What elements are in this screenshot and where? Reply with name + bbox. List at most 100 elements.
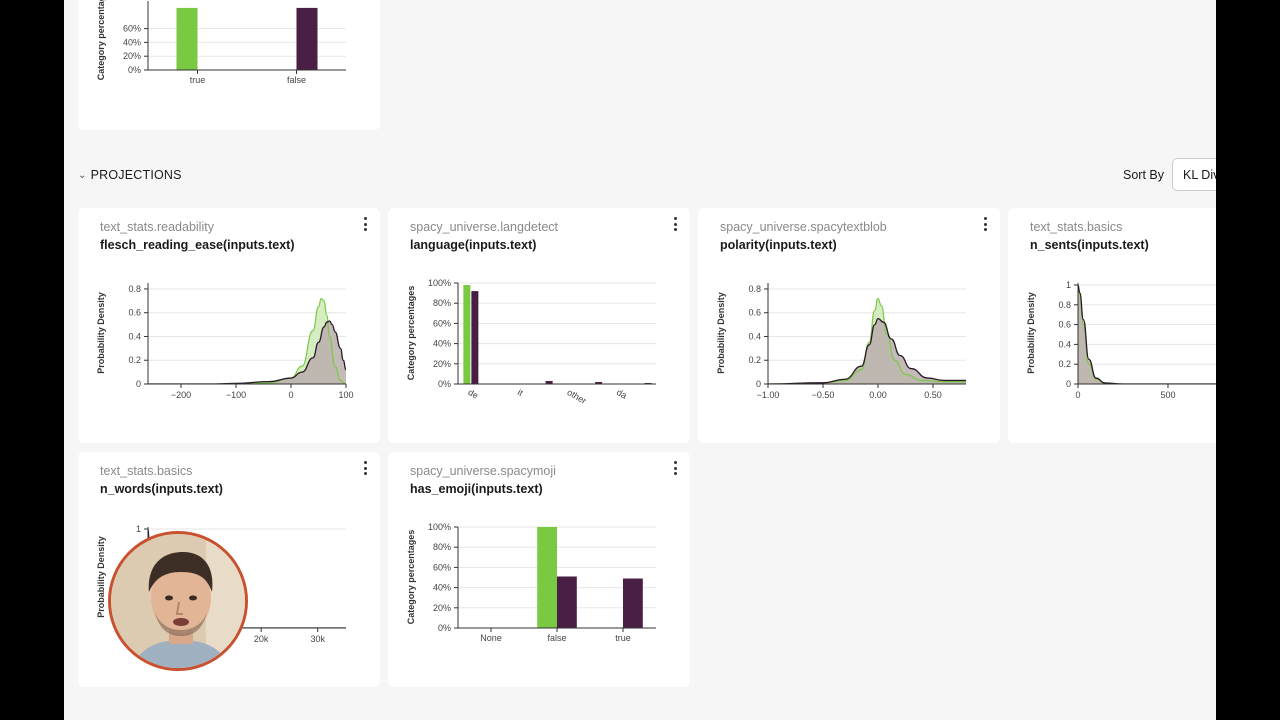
chart-svg: Probability Density 0 0.2 0.4 0.6 0.8 −200 −100… <box>96 283 354 400</box>
card-title: polarity(inputs.text) <box>720 238 837 252</box>
density-line-reference <box>1078 286 1216 384</box>
y-tick-label: 0 <box>756 379 761 389</box>
chart-svg: Category percentages 0% 20% 40% 60% true false <box>96 0 346 85</box>
density-line-current <box>1078 284 1216 384</box>
y-tick-label: 0% <box>128 65 141 75</box>
x-tick-label: −100 <box>226 390 246 400</box>
density-area-overlap <box>148 321 346 384</box>
y-tick-label: 0.8 <box>1058 300 1071 310</box>
bar-reference <box>176 7 198 70</box>
y-tick-label: 0.2 <box>128 355 141 365</box>
distribution-card: text_stats.readability flesch_reading_eas… <box>78 208 380 443</box>
y-tick-label: 0 <box>1066 379 1071 389</box>
y-tick-label: 40% <box>433 339 451 349</box>
x-tick-label: −0.50 <box>812 390 835 400</box>
bar-current <box>296 7 318 70</box>
card-title: n_words(inputs.text) <box>100 482 223 496</box>
card-title: language(inputs.text) <box>410 238 537 252</box>
y-axis-label: Probability Density <box>96 536 106 618</box>
y-axis-label: Category percentages <box>96 0 106 80</box>
density-area-current <box>1078 284 1216 384</box>
chart-svg: Category percentages 0% 20% 40% 60% 80% 100% No… <box>406 522 656 643</box>
card-subtitle: spacy_universe.langdetect <box>410 220 559 234</box>
kebab-menu-icon[interactable] <box>672 216 678 232</box>
card-title: has_emoji(inputs.text) <box>410 482 543 496</box>
y-tick-label: 0.4 <box>748 331 761 341</box>
x-tick-label: 30k <box>310 634 325 644</box>
distribution-card: Category percentages 0% 20% 40% 60% true false <box>78 0 380 130</box>
y-tick-label: 20% <box>123 51 141 61</box>
density-group <box>1078 284 1216 384</box>
bar-current <box>471 291 479 384</box>
y-tick-label: 60% <box>433 318 451 328</box>
card-subtitle: text_stats.basics <box>100 464 193 478</box>
density-line-current <box>148 320 346 384</box>
density-group <box>768 297 966 384</box>
density-line-reference <box>768 297 966 384</box>
density-area-overlap <box>1078 284 1216 384</box>
presenter-video <box>111 534 245 668</box>
sort-by-label: Sort By <box>1123 168 1164 182</box>
y-tick-label: 0.6 <box>748 308 761 318</box>
bar-current <box>557 576 577 628</box>
bar-current <box>595 381 603 384</box>
y-tick-label: 0.4 <box>128 331 141 341</box>
y-tick-label: 100% <box>428 522 451 532</box>
card-subtitle: text_stats.readability <box>100 220 214 234</box>
x-tick-label: false <box>547 633 566 643</box>
y-tick-label: 0.8 <box>128 284 141 294</box>
x-tick-label: 100 <box>338 390 353 400</box>
y-tick-label: 60% <box>123 24 141 34</box>
kebab-menu-icon[interactable] <box>362 460 368 476</box>
distribution-card: text_stats.basics n_sents(inputs.text) Pro… <box>1008 208 1216 443</box>
chart-svg: Probability Density 0 0.2 0.4 0.6 0.8 −1.00 −0.… <box>716 283 966 400</box>
sort-by-select[interactable]: KL Divergence <box>1172 158 1216 191</box>
y-tick-label: 20% <box>433 603 451 613</box>
app-main: Category percentages 0% 20% 40% 60% true false… <box>64 0 1216 720</box>
y-tick-label: 0% <box>438 379 451 389</box>
density-line-current <box>768 317 966 384</box>
y-tick-label: 0% <box>438 623 451 633</box>
section-toggle-projections[interactable]: ⌄ PROJECTIONS <box>78 168 182 182</box>
y-tick-label: 0.8 <box>748 284 761 294</box>
y-tick-label: 20% <box>433 359 451 369</box>
x-tick-label: de <box>466 387 480 401</box>
y-axis-label: Probability Density <box>716 292 726 374</box>
chart-svg: Category percentages 0% 20% 40% 60% 80% 100% de… <box>406 278 656 406</box>
distribution-card: spacy_universe.langdetect language(inputs… <box>388 208 690 443</box>
bar-current <box>644 382 652 384</box>
y-tick-label: 60% <box>433 562 451 572</box>
card-title: flesch_reading_ease(inputs.text) <box>100 238 295 252</box>
x-tick-label: other <box>565 387 588 406</box>
x-tick-label: 0 <box>1075 390 1080 400</box>
card-subtitle: spacy_universe.spacymoji <box>410 464 556 478</box>
y-tick-label: 40% <box>433 583 451 593</box>
webcam-overlay <box>108 531 248 671</box>
chevron-down-icon: ⌄ <box>78 169 87 181</box>
x-tick-label: true <box>190 75 206 85</box>
y-tick-label: 0.6 <box>1058 320 1071 330</box>
card-subtitle: text_stats.basics <box>1030 220 1123 234</box>
y-tick-label: 0.2 <box>748 355 761 365</box>
x-tick-label: true <box>615 633 631 643</box>
x-tick-label: 0.00 <box>869 390 887 400</box>
kebab-menu-icon[interactable] <box>982 216 988 232</box>
y-tick-label: 1 <box>1066 280 1071 290</box>
density-group <box>148 297 346 384</box>
x-tick-label: da <box>615 387 629 401</box>
x-tick-label: 500 <box>1160 390 1175 400</box>
kebab-menu-icon[interactable] <box>672 460 678 476</box>
distribution-card: spacy_universe.spacytextblob polarity(inp… <box>698 208 1000 443</box>
y-axis-label: Probability Density <box>1026 292 1036 374</box>
bar-reference <box>463 285 471 384</box>
x-tick-label: false <box>287 75 306 85</box>
section-title: PROJECTIONS <box>90 168 182 182</box>
kebab-menu-icon[interactable] <box>362 216 368 232</box>
y-tick-label: 100% <box>428 278 451 288</box>
card-title: n_sents(inputs.text) <box>1030 238 1149 252</box>
y-axis-label: Category percentages <box>406 530 416 625</box>
y-tick-label: 1 <box>136 524 141 534</box>
y-tick-label: 0.2 <box>1058 359 1071 369</box>
density-area-reference <box>1078 286 1216 384</box>
